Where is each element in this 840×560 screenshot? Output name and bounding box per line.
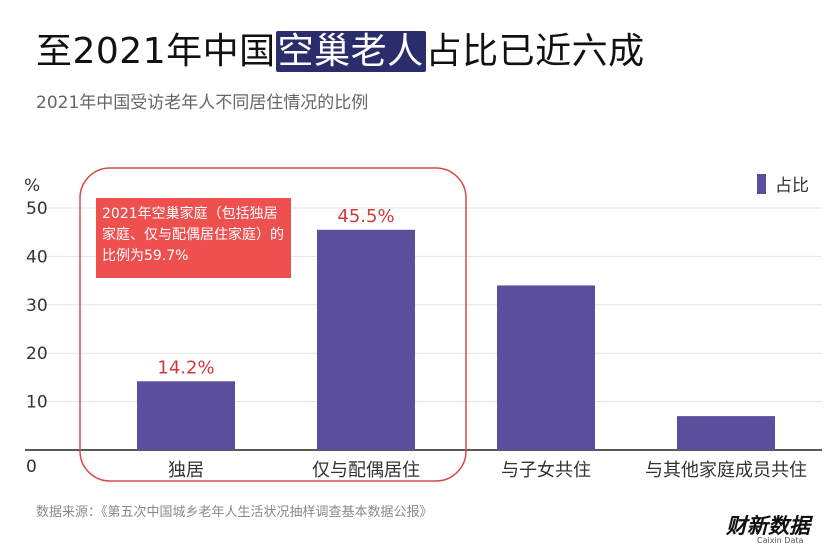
bar	[497, 285, 595, 450]
x-tick-label: 仅与配偶居住	[312, 460, 420, 481]
bar	[677, 416, 775, 450]
bar-chart: 0 10 20 30 40 50% 独居 14.2% 仅与配偶居住 45.5% 与子女共住 与其他家庭…	[24, 167, 822, 482]
x-tick-label: 与其他家庭成员共住	[645, 460, 807, 481]
y-tick-label: 50	[26, 199, 48, 219]
legend-label: 占比	[775, 176, 809, 196]
caixin-logo: 财新数据	[726, 514, 810, 538]
y-tick-label: 30	[26, 296, 48, 316]
bar	[317, 229, 415, 450]
data-label: 14.2%	[157, 357, 214, 378]
title-prefix: 至2021年中国	[36, 31, 276, 72]
callout-box: 2021年空巢家庭（包括独居家庭、仅与配偶居住家庭）的比例为59.7%	[96, 198, 291, 278]
chart-subtitle: 2021年中国受访老年人不同居住情况的比例	[36, 93, 369, 113]
y-tick-label: 40	[26, 247, 48, 267]
y-tick-label: 10	[26, 393, 48, 413]
y-tick-label: 20	[26, 344, 48, 364]
y-axis-unit: %	[24, 176, 40, 196]
caixin-logo-sub: Caixin Data	[757, 536, 804, 545]
legend-swatch	[757, 174, 766, 194]
bar	[137, 381, 235, 450]
y-tick-label: 0	[26, 457, 37, 477]
source-note: 数据来源：《第五次中国城乡老年人生活状况抽样调查基本数据公报》	[36, 505, 433, 520]
highlight-outline	[79, 167, 467, 482]
x-tick-label: 与子女共住	[501, 460, 591, 481]
data-label: 45.5%	[337, 206, 394, 227]
title-suffix: 占比已近六成	[425, 31, 645, 72]
title-highlight: 空巢老人	[275, 31, 426, 72]
x-tick-label: 独居	[168, 460, 204, 481]
chart-title: 至2021年中国空巢老人占比已近六成	[36, 22, 645, 74]
